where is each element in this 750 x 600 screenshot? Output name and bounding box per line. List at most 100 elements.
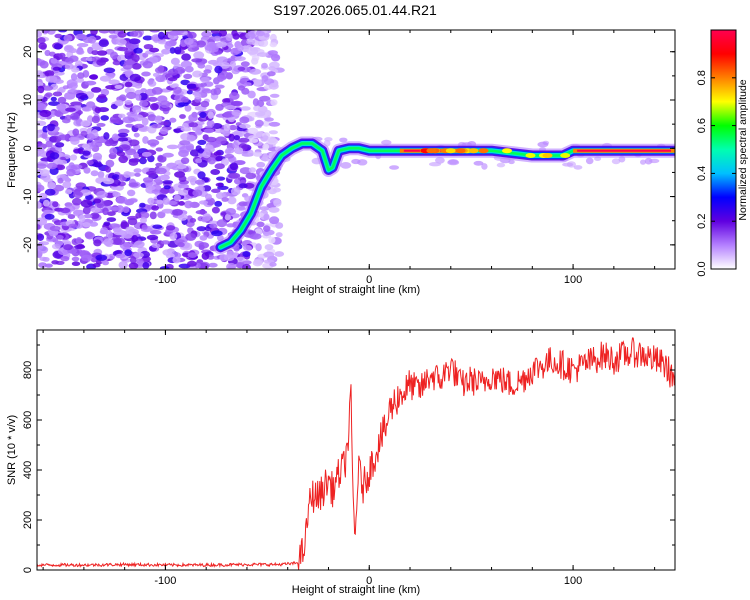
noise-speckle (194, 93, 202, 100)
noise-speckle (122, 206, 130, 214)
noise-speckle (585, 157, 594, 165)
noise-speckle (151, 184, 162, 192)
noise-speckle (108, 253, 116, 260)
noise-speckle (235, 256, 245, 262)
noise-speckle (85, 194, 93, 201)
noise-speckle (263, 33, 270, 38)
noise-speckle (187, 47, 198, 52)
noise-speckle (116, 196, 128, 204)
noise-speckle (268, 236, 276, 244)
noise-speckle (117, 46, 129, 52)
noise-speckle (256, 221, 265, 228)
noise-speckle (131, 63, 142, 70)
noise-speckle (267, 50, 278, 56)
noise-speckle (39, 109, 52, 118)
noise-speckle (133, 240, 145, 249)
noise-speckle (157, 211, 166, 219)
noise-speckle (126, 198, 138, 203)
noise-speckle (90, 207, 101, 213)
noise-speckle (264, 117, 274, 122)
noise-speckle (110, 51, 118, 60)
signal-track-blob (478, 148, 489, 154)
noise-speckle (106, 217, 117, 223)
noise-speckle (54, 110, 62, 117)
noise-speckle (184, 200, 193, 209)
noise-speckle (123, 171, 132, 178)
noise-speckle (252, 98, 259, 107)
noise-speckle (70, 101, 83, 107)
noise-speckle (181, 53, 192, 61)
noise-speckle (129, 30, 139, 37)
noise-speckle (241, 87, 250, 95)
noise-speckle (194, 129, 203, 136)
noise-speckle (103, 67, 116, 74)
noise-speckle (164, 42, 172, 50)
noise-speckle (103, 132, 110, 140)
noise-speckle (152, 72, 160, 77)
noise-speckle (247, 127, 259, 135)
noise-speckle (183, 73, 193, 80)
noise-speckle (481, 163, 488, 170)
noise-speckle (239, 116, 250, 124)
signal-track-blob (455, 148, 466, 154)
noise-speckle (98, 30, 110, 34)
noise-speckle (213, 35, 222, 42)
noise-speckle (268, 256, 278, 261)
noise-speckle (71, 261, 81, 267)
noise-speckle (57, 96, 67, 104)
noise-speckle (76, 243, 85, 249)
noise-speckle (247, 149, 254, 157)
noise-speckle (216, 41, 228, 48)
noise-speckle (159, 106, 171, 112)
noise-speckle (134, 172, 141, 177)
noise-speckle (238, 201, 248, 207)
noise-speckle (37, 70, 44, 78)
noise-speckle (62, 175, 70, 181)
noise-speckle (62, 180, 72, 189)
noise-speckle (37, 30, 42, 38)
noise-speckle (225, 33, 233, 42)
snr-x-ticks: -100 0 100 (42, 330, 656, 587)
noise-speckle (142, 136, 149, 144)
noise-speckle (138, 211, 150, 219)
noise-speckle (230, 187, 241, 196)
noise-speckle (83, 167, 91, 174)
noise-speckle (84, 80, 97, 86)
noise-speckle (263, 251, 275, 258)
noise-speckle (49, 231, 58, 237)
noise-speckle (268, 121, 281, 127)
noise-speckle (71, 256, 80, 262)
noise-speckle (130, 256, 137, 265)
noise-speckle (114, 99, 124, 107)
noise-speckle (39, 60, 49, 69)
noise-speckle (55, 235, 64, 240)
noise-speckle (195, 40, 207, 48)
snr-series-line (37, 337, 675, 570)
noise-speckle (162, 152, 174, 158)
noise-speckle (228, 172, 241, 179)
noise-speckle (105, 166, 111, 173)
snr-x-tick-label: -100 (154, 575, 176, 587)
noise-speckle (44, 188, 56, 196)
noise-speckle (147, 114, 157, 122)
noise-speckle (37, 184, 45, 192)
noise-speckle (53, 43, 63, 50)
noise-speckle (47, 123, 55, 132)
noise-speckle (149, 30, 160, 33)
noise-speckle (178, 175, 187, 182)
noise-speckle (214, 200, 223, 207)
noise-speckle (88, 74, 98, 80)
signal-track-blob (468, 148, 479, 154)
spectrogram-y-tick-label: 0 (22, 145, 34, 151)
noise-speckle (111, 185, 119, 191)
noise-speckle (200, 77, 210, 83)
noise-speckle (45, 92, 53, 97)
noise-speckle (496, 162, 506, 168)
noise-speckle (109, 206, 121, 211)
noise-speckle (188, 122, 199, 128)
noise-speckle (195, 158, 203, 164)
noise-speckle (224, 213, 231, 221)
noise-speckle (142, 35, 153, 41)
noise-speckle (131, 54, 140, 63)
noise-speckle (185, 233, 197, 241)
